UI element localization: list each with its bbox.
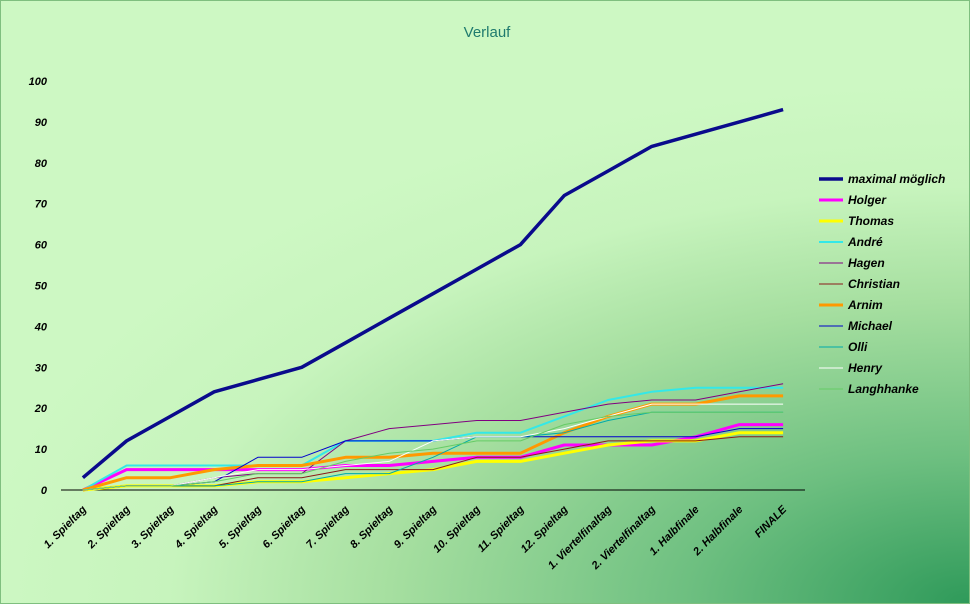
y-tick-label: 50 bbox=[35, 281, 48, 293]
x-tick-label: 9. Spieltag bbox=[392, 503, 440, 551]
x-tick-label: 1. Spieltag bbox=[42, 503, 90, 551]
series-line-michael bbox=[82, 428, 784, 491]
x-tick-label: 5. Spieltag bbox=[217, 503, 265, 551]
series-line-maximal-m-glich bbox=[81, 107, 784, 480]
y-tick-label: 20 bbox=[34, 403, 48, 415]
legend-label: Olli bbox=[848, 340, 868, 354]
y-tick-label: 40 bbox=[34, 321, 48, 333]
y-tick-label: 0 bbox=[41, 485, 48, 497]
series-line-langhhanke bbox=[82, 411, 784, 491]
series-line-arnim bbox=[82, 394, 784, 492]
legend-label: Holger bbox=[848, 193, 887, 207]
legend-label: maximal möglich bbox=[848, 172, 945, 186]
x-tick-label: 2. Spieltag bbox=[85, 503, 133, 551]
x-tick-label: 10. Spieltag bbox=[431, 503, 483, 555]
legend-label: Arnim bbox=[847, 298, 883, 312]
legend-label: Langhhanke bbox=[848, 382, 919, 396]
legend-label: Christian bbox=[848, 277, 900, 291]
y-tick-label: 10 bbox=[35, 444, 48, 456]
x-tick-label: 3. Spieltag bbox=[129, 503, 177, 551]
legend-label: Thomas bbox=[848, 214, 894, 228]
y-tick-label: 100 bbox=[29, 76, 48, 88]
y-tick-label: 30 bbox=[35, 362, 48, 374]
x-tick-label: FINALE bbox=[753, 503, 790, 540]
y-tick-label: 90 bbox=[35, 117, 48, 129]
series-line-olli bbox=[82, 411, 784, 491]
chart-title: Verlauf bbox=[464, 24, 512, 41]
y-tick-label: 70 bbox=[35, 199, 48, 211]
series-line-henry bbox=[82, 403, 784, 491]
x-tick-label: 8. Spieltag bbox=[348, 503, 396, 551]
legend-label: André bbox=[847, 235, 883, 249]
legend-label: Henry bbox=[848, 361, 883, 375]
y-tick-label: 80 bbox=[35, 158, 48, 170]
series-line-christian bbox=[82, 436, 784, 491]
legend-label: Michael bbox=[848, 319, 893, 333]
y-tick-label: 60 bbox=[35, 240, 48, 252]
legend-label: Hagen bbox=[848, 256, 885, 270]
x-tick-label: 7. Spieltag bbox=[304, 503, 352, 551]
x-tick-label: 4. Spieltag bbox=[172, 503, 220, 551]
x-tick-label: 6. Spieltag bbox=[260, 503, 308, 551]
